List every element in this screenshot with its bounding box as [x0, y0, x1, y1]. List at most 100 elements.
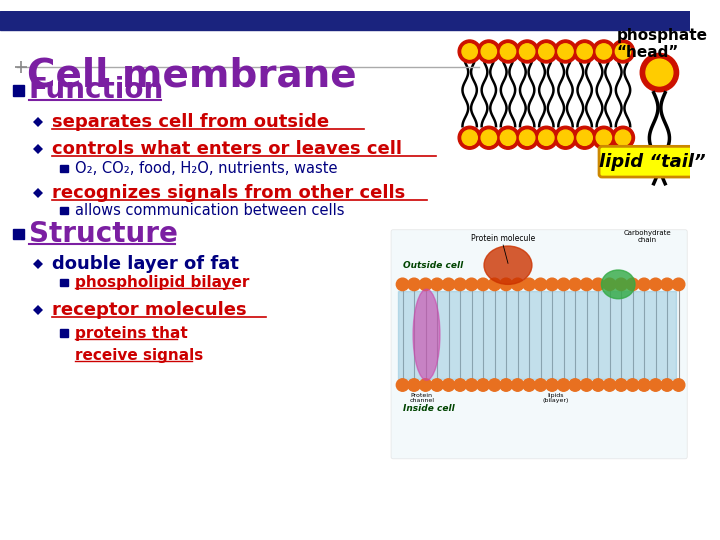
Circle shape — [539, 130, 554, 145]
Circle shape — [646, 59, 672, 86]
Circle shape — [500, 379, 513, 392]
Circle shape — [672, 278, 685, 291]
Circle shape — [596, 44, 611, 59]
Circle shape — [661, 278, 673, 291]
Text: Outside cell: Outside cell — [402, 261, 463, 269]
Text: Carbohydrate
chain: Carbohydrate chain — [623, 230, 671, 243]
Circle shape — [593, 126, 616, 149]
Circle shape — [477, 126, 500, 149]
Text: Structure: Structure — [29, 220, 178, 247]
Circle shape — [616, 130, 631, 145]
Circle shape — [534, 278, 546, 291]
Circle shape — [615, 278, 627, 291]
Circle shape — [419, 379, 432, 392]
Circle shape — [442, 379, 455, 392]
Bar — [60, 207, 68, 214]
Circle shape — [465, 379, 478, 392]
Circle shape — [640, 53, 678, 92]
Text: recognizes signals from other cells: recognizes signals from other cells — [52, 184, 405, 202]
Circle shape — [603, 379, 616, 392]
Circle shape — [649, 379, 662, 392]
Text: phospholipid bilayer: phospholipid bilayer — [75, 275, 249, 290]
Circle shape — [616, 44, 631, 59]
Circle shape — [539, 44, 554, 59]
Circle shape — [546, 278, 558, 291]
FancyBboxPatch shape — [599, 146, 706, 177]
Circle shape — [577, 130, 593, 145]
Circle shape — [442, 278, 455, 291]
Bar — [397, 291, 675, 379]
Circle shape — [569, 278, 581, 291]
Circle shape — [458, 126, 481, 149]
Circle shape — [638, 278, 650, 291]
Circle shape — [431, 278, 444, 291]
Circle shape — [558, 44, 573, 59]
Circle shape — [454, 379, 467, 392]
Circle shape — [592, 379, 604, 392]
Text: Cell membrane: Cell membrane — [27, 56, 356, 94]
Bar — [14, 229, 24, 239]
Circle shape — [611, 126, 634, 149]
Circle shape — [419, 278, 432, 291]
Circle shape — [500, 278, 513, 291]
Text: Inside cell: Inside cell — [402, 404, 454, 414]
Circle shape — [477, 278, 490, 291]
Circle shape — [573, 40, 596, 63]
Circle shape — [408, 278, 420, 291]
Circle shape — [557, 278, 570, 291]
Text: lipids
(bilayer): lipids (bilayer) — [543, 393, 569, 403]
Circle shape — [497, 126, 520, 149]
Circle shape — [615, 379, 627, 392]
Circle shape — [535, 40, 558, 63]
Circle shape — [481, 130, 497, 145]
Text: receptor molecules: receptor molecules — [52, 301, 246, 319]
Circle shape — [431, 379, 444, 392]
Ellipse shape — [601, 270, 635, 299]
Circle shape — [500, 130, 516, 145]
Circle shape — [593, 40, 616, 63]
Text: separates cell from outside: separates cell from outside — [52, 113, 329, 131]
Text: phosphate
“head”: phosphate “head” — [616, 28, 707, 60]
Text: lipid “tail”: lipid “tail” — [599, 153, 706, 171]
Ellipse shape — [484, 246, 532, 285]
Circle shape — [523, 278, 535, 291]
Circle shape — [523, 379, 535, 392]
Circle shape — [511, 278, 523, 291]
Circle shape — [477, 40, 500, 63]
Circle shape — [520, 130, 535, 145]
Text: double layer of fat: double layer of fat — [52, 255, 238, 273]
Circle shape — [488, 278, 501, 291]
Ellipse shape — [413, 289, 440, 380]
Circle shape — [580, 278, 593, 291]
Circle shape — [497, 40, 520, 63]
Circle shape — [458, 40, 481, 63]
Text: allows communication between cells: allows communication between cells — [75, 203, 344, 218]
Circle shape — [477, 379, 490, 392]
Circle shape — [481, 44, 497, 59]
Text: Function: Function — [29, 76, 164, 104]
Circle shape — [611, 40, 634, 63]
Circle shape — [500, 44, 516, 59]
Circle shape — [569, 379, 581, 392]
Circle shape — [558, 130, 573, 145]
Circle shape — [573, 126, 596, 149]
Circle shape — [557, 379, 570, 392]
Bar — [14, 85, 24, 96]
Circle shape — [408, 379, 420, 392]
Circle shape — [462, 130, 477, 145]
Circle shape — [520, 44, 535, 59]
Circle shape — [554, 40, 577, 63]
Circle shape — [454, 278, 467, 291]
Text: proteins that: proteins that — [75, 326, 187, 341]
Circle shape — [661, 379, 673, 392]
Circle shape — [546, 379, 558, 392]
Bar — [60, 165, 68, 172]
Circle shape — [626, 278, 639, 291]
Text: O₂, CO₂, food, H₂O, nutrients, waste: O₂, CO₂, food, H₂O, nutrients, waste — [75, 161, 337, 176]
Circle shape — [638, 379, 650, 392]
Circle shape — [396, 278, 409, 291]
Circle shape — [488, 379, 501, 392]
Circle shape — [462, 44, 477, 59]
Circle shape — [577, 44, 593, 59]
Circle shape — [580, 379, 593, 392]
